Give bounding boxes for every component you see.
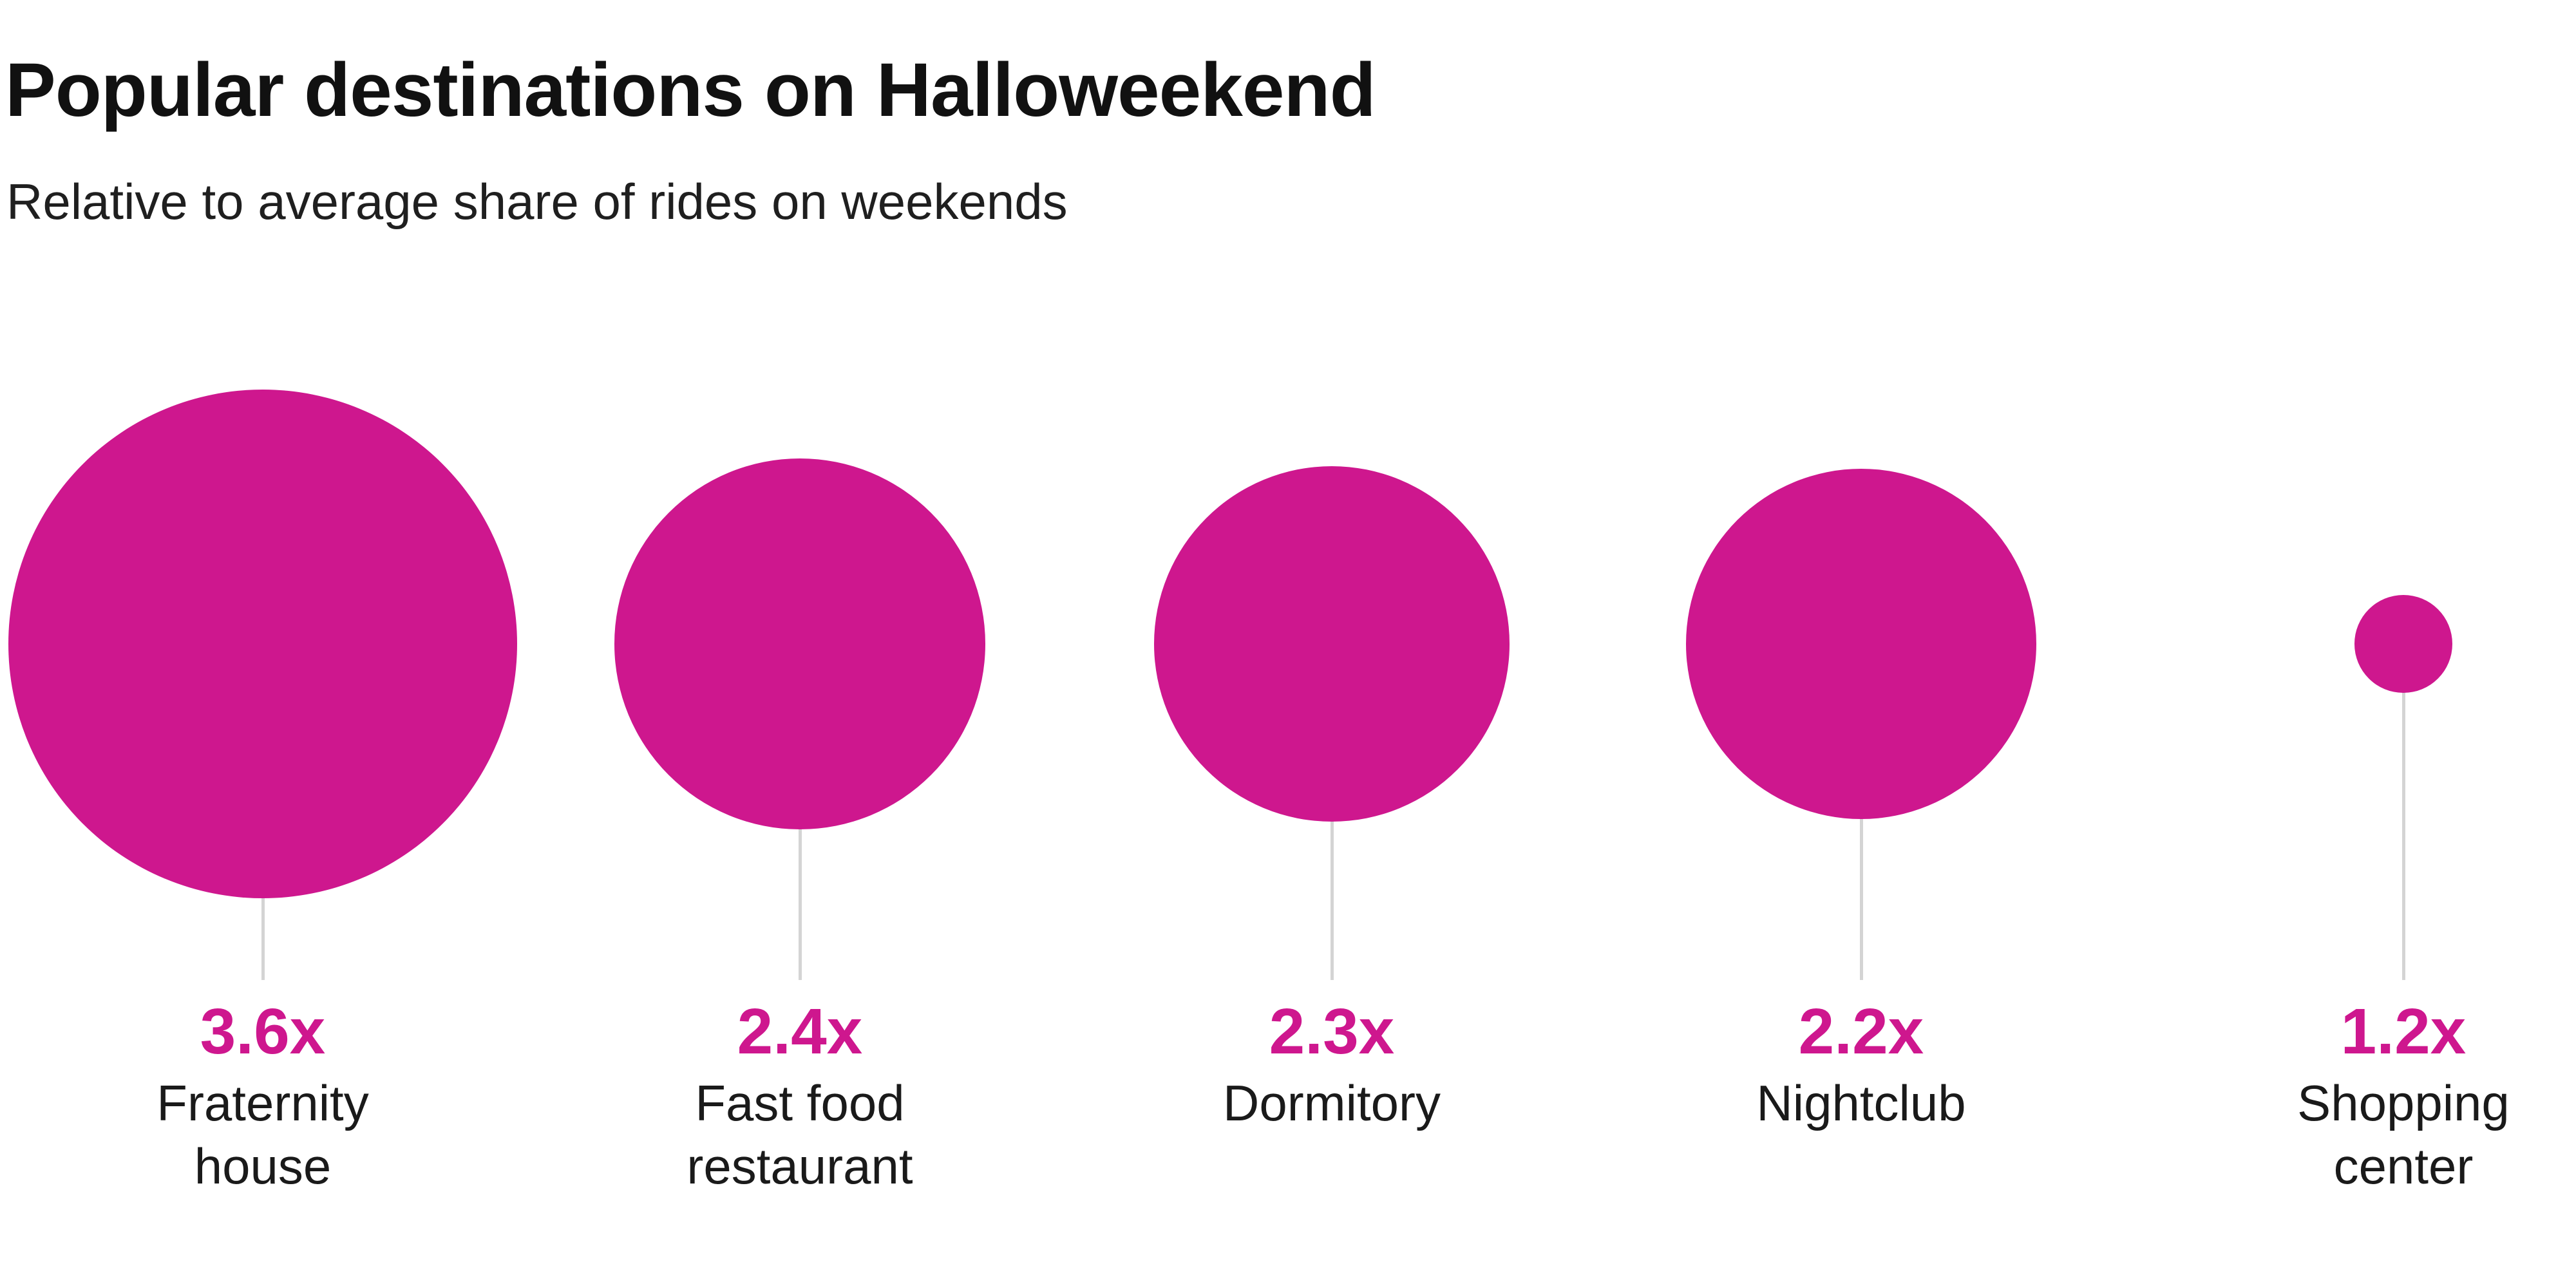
bubble-label-block: 2.2x Nightclub — [1584, 997, 2138, 1135]
bubble-value-label: 1.2x — [2340, 995, 2467, 1068]
bubble — [614, 458, 985, 829]
bubble-category-label: Fraternity house — [0, 1071, 540, 1198]
bubble — [1154, 466, 1510, 822]
bubble-label-block: 3.6x Fraternity house — [0, 997, 540, 1198]
chart-subtitle: Relative to average share of rides on we… — [6, 173, 1068, 230]
bubble — [8, 390, 517, 898]
bubble — [1686, 469, 2036, 819]
bubble-category-label-line: Shopping — [2297, 1075, 2510, 1131]
bubble-category-label-line: Fast food — [695, 1075, 905, 1131]
bubble-value-label: 2.3x — [1269, 995, 1395, 1068]
bubble-category-label-line: Nightclub — [1756, 1075, 1966, 1131]
bubble-value-label: 3.6x — [200, 995, 326, 1068]
bubble-category-label-line: Fraternity — [156, 1075, 369, 1131]
bubble — [2354, 595, 2452, 693]
bubble-category-label: Dormitory — [1055, 1071, 1609, 1135]
bubble-value-label: 2.2x — [1798, 995, 1924, 1068]
bubble-category-label: Fast food restaurant — [523, 1071, 1077, 1198]
bubble-label-block: 2.4x Fast food restaurant — [523, 997, 1077, 1198]
bubble-category-label: Shopping center — [2126, 1071, 2576, 1198]
bubble-stem — [2401, 644, 2405, 980]
bubble-category-label-line: center — [2333, 1138, 2474, 1195]
bubble-category-label: Nightclub — [1584, 1071, 2138, 1135]
bubble-category-label-line: Dormitory — [1222, 1075, 1441, 1131]
bubble-label-block: 2.3x Dormitory — [1055, 997, 1609, 1135]
bubble-label-block: 1.2x Shopping center — [2126, 997, 2576, 1198]
bubble-value-label: 2.4x — [737, 995, 863, 1068]
chart-title: Popular destinations on Halloweekend — [5, 48, 1376, 133]
bubble-category-label-line: house — [194, 1138, 332, 1195]
bubble-category-label-line: restaurant — [687, 1138, 913, 1195]
